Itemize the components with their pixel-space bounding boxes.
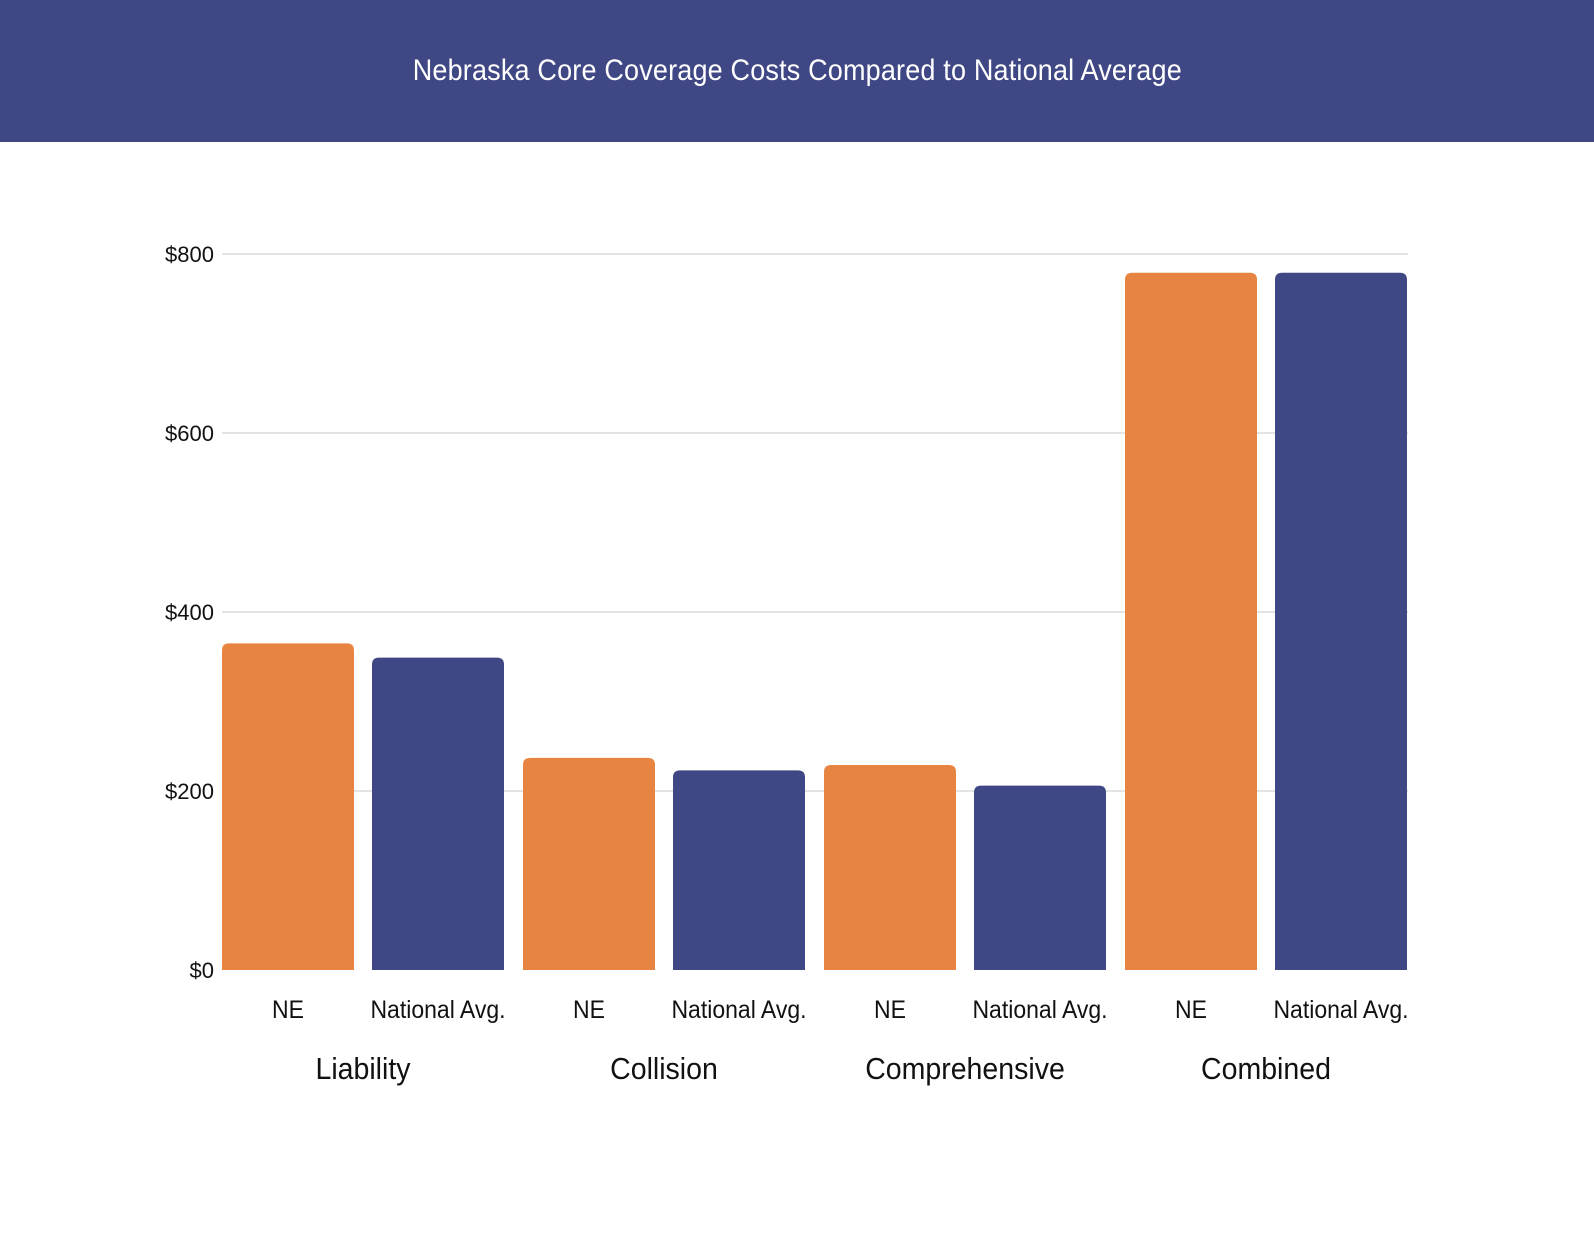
y-tick-label: $200	[165, 779, 214, 804]
bar-chart: $0 $200 $400 $600 $800 NE National Avg. NE Nati…	[165, 242, 1409, 1086]
bar-combined-national-avg	[1275, 272, 1407, 970]
y-tick-label: $0	[190, 958, 214, 983]
bar-series-label: National Avg.	[1273, 996, 1408, 1024]
y-axis-ticks: $0 $200 $400 $600 $800	[165, 242, 214, 983]
bar-series-label: NE	[272, 996, 304, 1024]
y-tick-label: $600	[165, 421, 214, 446]
bar-collision-national-avg	[673, 770, 805, 970]
bar-labels: NE National Avg. NE National Avg. NE National…	[272, 996, 1409, 1024]
category-label-comprehensive: Comprehensive	[865, 1052, 1065, 1086]
bar-combined-ne	[1125, 272, 1257, 970]
bar-liability-national-avg	[372, 657, 504, 970]
y-tick-label: $800	[165, 242, 214, 267]
category-labels: Liability Collision Comprehensive Combined	[315, 1052, 1330, 1086]
bars	[222, 272, 1407, 970]
bar-series-label: National Avg.	[671, 996, 806, 1024]
bar-comprehensive-ne	[824, 765, 956, 970]
chart-header: Nebraska Core Coverage Costs Compared to…	[0, 0, 1594, 142]
category-label-combined: Combined	[1201, 1052, 1331, 1086]
bar-liability-ne	[222, 643, 354, 970]
bar-series-label: National Avg.	[972, 996, 1107, 1024]
bar-comprehensive-national-avg	[974, 785, 1106, 970]
bar-series-label: NE	[573, 996, 605, 1024]
category-label-liability: Liability	[315, 1052, 410, 1086]
bar-series-label: National Avg.	[370, 996, 505, 1024]
category-label-collision: Collision	[610, 1052, 718, 1086]
bar-series-label: NE	[1175, 996, 1207, 1024]
chart-title: Nebraska Core Coverage Costs Compared to…	[412, 54, 1182, 87]
y-tick-label: $400	[165, 600, 214, 625]
bar-collision-ne	[523, 757, 655, 970]
bar-series-label: NE	[874, 996, 906, 1024]
